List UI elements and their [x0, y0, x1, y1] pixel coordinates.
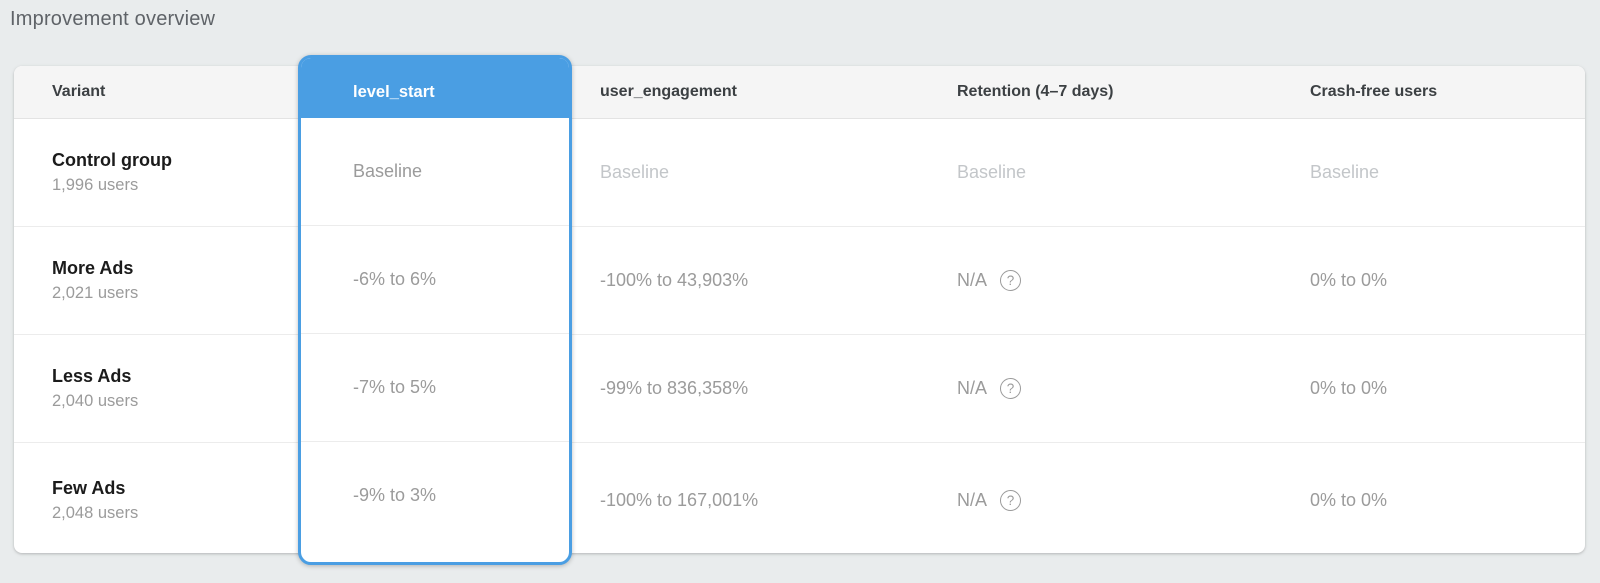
level-start-cell: -6% to 6% — [301, 225, 569, 333]
table-row: Control group 1,996 users Baseline Basel… — [14, 119, 1585, 226]
retention-value: N/A — [957, 270, 988, 290]
improvement-overview-table: Variant user_engagement Retention (4–7 d… — [14, 55, 1585, 565]
level-start-cell: Baseline — [353, 161, 423, 181]
column-header-user-engagement[interactable]: user_engagement — [600, 83, 737, 100]
variant-user-count: 2,048 users — [52, 503, 139, 522]
level-start-cell: -7% to 5% — [301, 333, 569, 441]
user-engagement-cell: Baseline — [600, 162, 670, 182]
variant-user-count: 2,021 users — [52, 284, 139, 302]
variant-name: Control group — [52, 150, 172, 170]
column-header-level-start[interactable]: level_start — [301, 58, 569, 118]
page-title: Improvement overview — [10, 8, 216, 30]
crash-free-cell: Baseline — [1310, 162, 1380, 182]
retention-value: N/A — [957, 489, 988, 510]
column-header-crash-free[interactable]: Crash-free users — [1310, 83, 1438, 100]
column-header-variant: Variant — [52, 83, 106, 100]
table-row: Few Ads 2,048 users -100% to 167,001% N/… — [14, 442, 1585, 557]
variant-name: More Ads — [52, 258, 134, 278]
variant-cell: Less Ads 2,040 users — [14, 335, 298, 442]
variant-user-count: 1,996 users — [52, 176, 139, 194]
retention-cell: N/A ? — [920, 227, 1270, 334]
user-engagement-cell: -100% to 167,001% — [600, 489, 759, 510]
user-engagement-cell: -99% to 836,358% — [600, 378, 749, 398]
variant-name: Few Ads — [52, 477, 126, 498]
help-icon[interactable]: ? — [1000, 378, 1022, 399]
user-engagement-cell: -100% to 43,903% — [600, 270, 749, 290]
retention-cell: N/A ? — [920, 335, 1270, 442]
crash-free-cell: 0% to 0% — [1310, 270, 1388, 290]
retention-value: N/A — [957, 378, 988, 398]
table-row: More Ads 2,021 users -100% to 43,903% N/… — [14, 226, 1585, 334]
selected-metric-column: level_start Baseline -6% to 6% -7% to 5%… — [298, 55, 572, 565]
help-icon[interactable]: ? — [1000, 270, 1022, 291]
table-row: Less Ads 2,040 users -99% to 836,358% N/… — [14, 334, 1585, 442]
variant-cell: More Ads 2,021 users — [14, 227, 298, 334]
variant-cell: Few Ads 2,048 users — [14, 443, 298, 557]
crash-free-cell: 0% to 0% — [1310, 378, 1388, 398]
help-icon[interactable]: ? — [1000, 489, 1022, 511]
variant-cell: Control group 1,996 users — [14, 119, 298, 226]
column-header-retention[interactable]: Retention (4–7 days) — [957, 83, 1114, 100]
variant-user-count: 2,040 users — [52, 392, 139, 410]
crash-free-cell: 0% to 0% — [1310, 489, 1388, 510]
retention-cell: N/A ? — [920, 443, 1270, 557]
retention-cell: Baseline — [957, 162, 1027, 182]
variant-name: Less Ads — [52, 366, 132, 386]
table-header-row: Variant user_engagement Retention (4–7 d… — [14, 66, 1585, 119]
level-start-cell: -9% to 3% — [301, 441, 569, 549]
